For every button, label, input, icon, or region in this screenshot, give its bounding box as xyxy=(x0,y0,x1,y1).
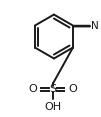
Text: OH: OH xyxy=(44,102,62,112)
Text: N: N xyxy=(91,21,99,31)
Text: O: O xyxy=(68,84,77,94)
Text: S: S xyxy=(49,84,57,94)
Text: O: O xyxy=(29,84,37,94)
